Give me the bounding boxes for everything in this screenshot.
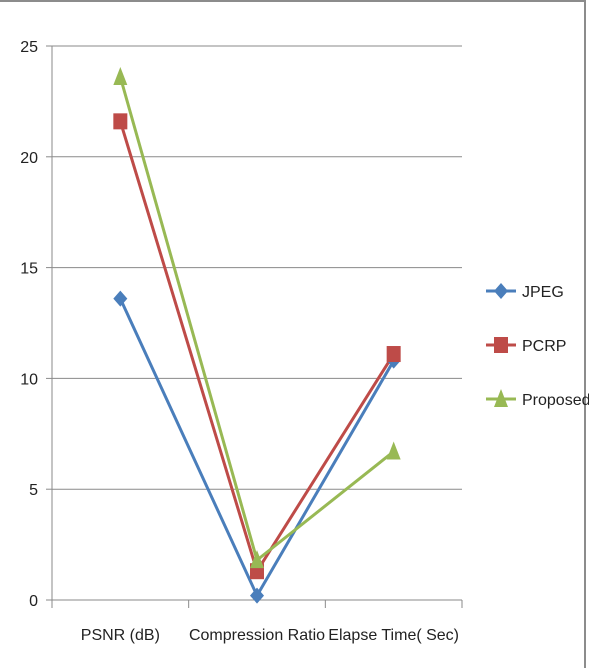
data-point-jpeg: [113, 290, 128, 307]
gridlines: [52, 45, 462, 490]
data-point-proposed: [113, 67, 128, 86]
data-point-proposed: [250, 550, 264, 569]
y-tick-label: 5: [29, 482, 38, 499]
y-tick-label: 15: [20, 261, 38, 278]
legend: JPEG PCRP Proposed: [486, 283, 589, 409]
y-tick-label: 20: [20, 150, 38, 167]
y-tick-label: 10: [20, 371, 38, 388]
legend-label: PCRP: [522, 338, 566, 355]
legend-marker-pcrp: [494, 337, 508, 353]
data-point-pcrp: [386, 346, 401, 363]
axes: [46, 45, 463, 608]
data-point-pcrp: [113, 113, 128, 130]
y-tick-label: 0: [29, 593, 38, 610]
x-tick-label: Elapse Time( Sec): [328, 627, 459, 644]
legend-label: Proposed: [522, 392, 589, 409]
legend-label: JPEG: [522, 284, 564, 301]
series-line-pcrp: [118, 120, 395, 573]
y-tick-label: 25: [20, 39, 38, 56]
x-tick-label: PSNR (dB): [81, 627, 160, 644]
y-tick-labels: 0 5 10 15 20 25: [20, 39, 38, 610]
x-tick-label: Compression Ratio: [189, 627, 325, 644]
series-lines: [113, 67, 401, 604]
data-point-jpeg: [250, 587, 264, 604]
series-line-proposed: [118, 76, 395, 562]
legend-marker-jpeg: [494, 283, 508, 299]
x-tick-labels: PSNR (dB) Compression Ratio Elapse Time( S…: [81, 627, 459, 644]
data-point-proposed: [386, 441, 401, 460]
legend-marker-proposed: [494, 389, 508, 407]
